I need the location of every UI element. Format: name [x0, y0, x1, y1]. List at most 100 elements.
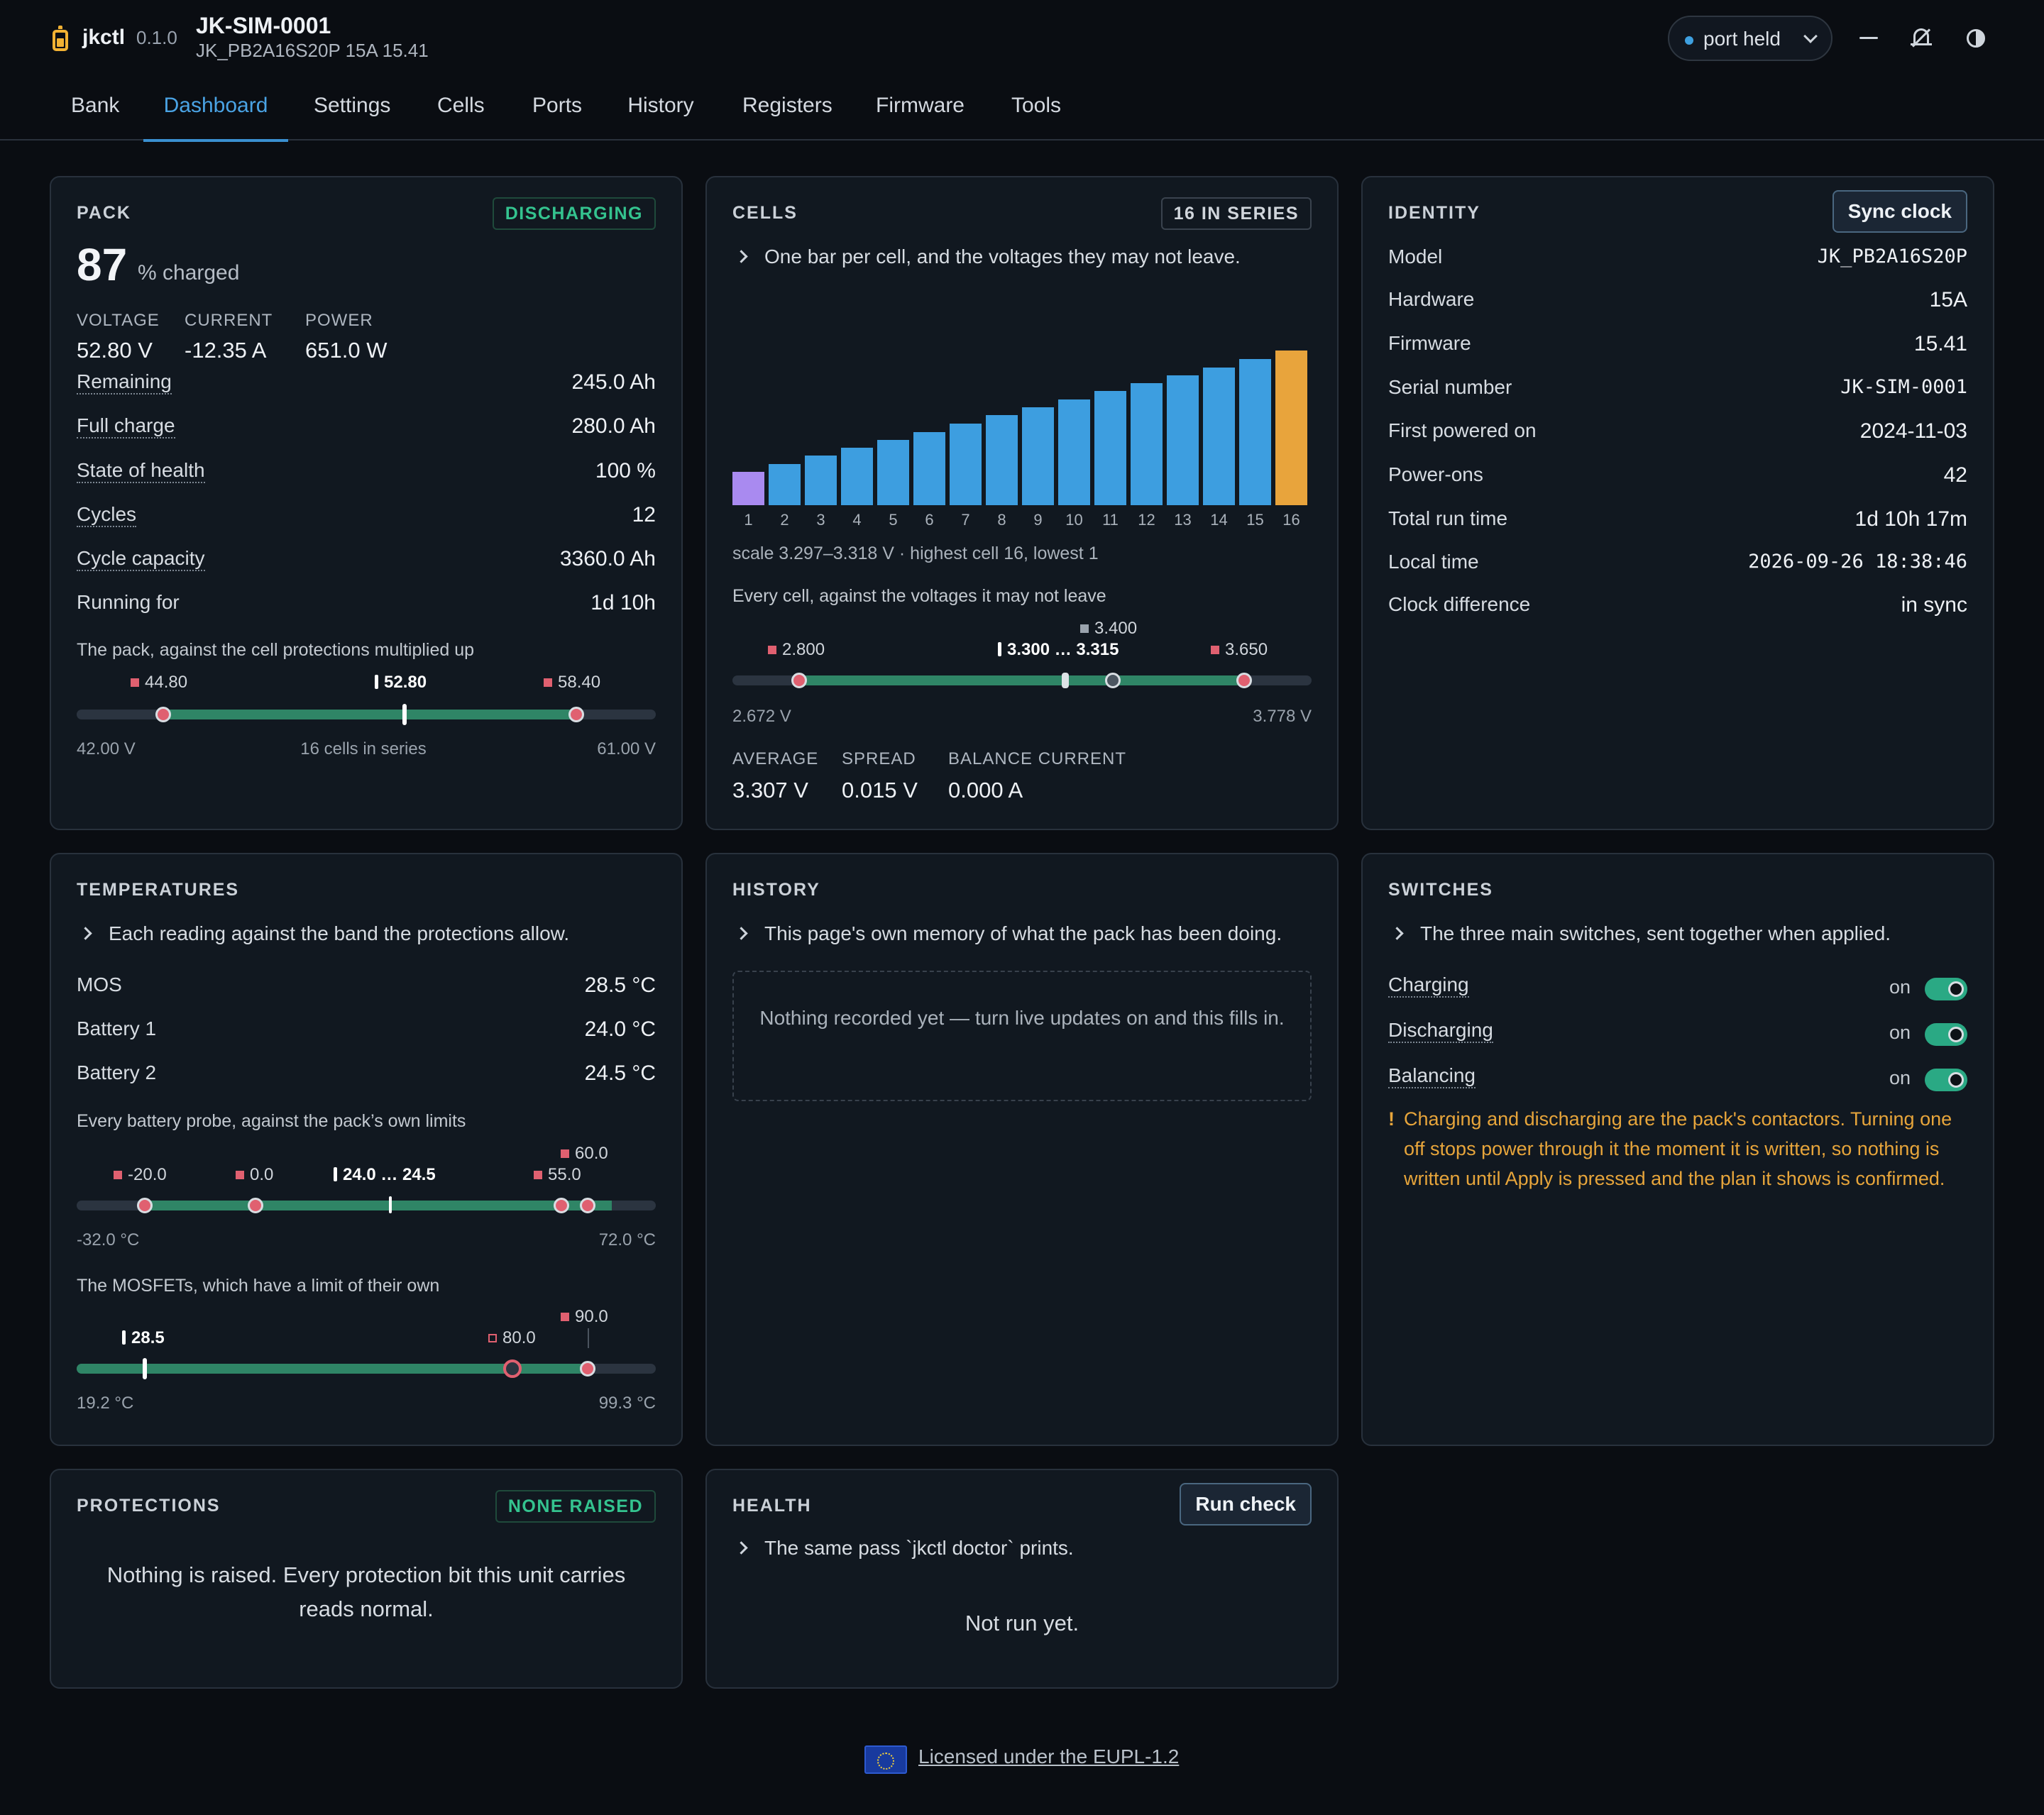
cell-bar	[986, 415, 1018, 505]
pack-card: PACK DISCHARGING 87 % charged VOLTAGE 52…	[50, 176, 683, 830]
pack-row-remaining: Remaining 245.0 Ah	[77, 370, 656, 399]
battery-gauge-high2-marker: 60.0	[561, 1144, 608, 1164]
identity-row-label: Model	[1388, 246, 1443, 267]
sync-clock-button[interactable]: Sync clock	[1832, 190, 1967, 233]
license-link[interactable]: Licensed under the EUPL-1.2	[918, 1745, 1180, 1767]
temp-row-label: MOS	[77, 973, 122, 995]
identity-row-label: Clock difference	[1388, 593, 1531, 615]
history-card: HISTORY This page's own memory of what t…	[705, 853, 1339, 1446]
cell-bar-label: 16	[1282, 511, 1300, 529]
battery-gauge-low-marker: -20.0	[114, 1165, 167, 1185]
temp-row-label: Battery 2	[77, 1061, 157, 1083]
battery-gauge-band	[145, 1201, 612, 1210]
protections-card: PROTECTIONS NONE RAISED Nothing is raise…	[50, 1469, 683, 1689]
cells-average-value: 3.307 V	[732, 778, 808, 802]
tab-history[interactable]: History	[627, 94, 694, 117]
switch-label[interactable]: Discharging	[1388, 1019, 1493, 1043]
switch-row-balancing: Balancing on	[1388, 1064, 1967, 1096]
identity-row-power-ons: Power-ons 42	[1388, 463, 1967, 492]
switch-label[interactable]: Charging	[1388, 973, 1469, 998]
cell-bar-label: 2	[780, 511, 789, 529]
cells-spread-value: 0.015 V	[842, 778, 918, 802]
temperatures-description[interactable]: Each reading against the band the protec…	[77, 922, 569, 945]
pack-row-label[interactable]: Cycles	[77, 503, 137, 527]
cell-bar	[805, 456, 837, 505]
cell-bar-label: 10	[1065, 511, 1083, 529]
switch-state: on	[1889, 1067, 1911, 1088]
pack-gauge-high-marker: 58.40	[544, 673, 600, 693]
history-title: HISTORY	[732, 880, 820, 900]
pack-row-cycles: Cycles 12	[77, 503, 656, 531]
pack-gauge-center: 16 cells in series	[300, 739, 427, 758]
protections-message: Nothing is raised. Every protection bit …	[106, 1562, 626, 1621]
balancing-toggle[interactable]	[1925, 1069, 1967, 1091]
charging-toggle[interactable]	[1925, 978, 1967, 1000]
switches-description[interactable]: The three main switches, sent together w…	[1388, 922, 1891, 945]
port-status-dot	[1685, 36, 1693, 45]
discharging-toggle[interactable]	[1925, 1023, 1967, 1046]
cells-description[interactable]: One bar per cell, and the voltages they …	[732, 246, 1241, 268]
warning-icon: !	[1388, 1108, 1395, 1130]
cell-bar	[841, 448, 873, 505]
tab-cells[interactable]: Cells	[437, 94, 485, 117]
cells-gauge-mid-marker: 3.400	[1080, 619, 1137, 639]
pack-row-label[interactable]: Full charge	[77, 414, 175, 438]
app-header: jkctl 0.1.0 JK-SIM-0001 JK_PB2A16S20P 15…	[0, 0, 2044, 142]
temp-row-battery-2: Battery 2 24.5 °C	[77, 1061, 656, 1090]
temp-row-value: 28.5 °C	[584, 973, 656, 997]
pack-title: PACK	[77, 203, 131, 223]
tab-tools[interactable]: Tools	[1011, 94, 1062, 117]
tab-firmware[interactable]: Firmware	[876, 94, 965, 117]
theme-toggle-button[interactable]	[1959, 21, 1993, 55]
cell-bar	[1131, 383, 1163, 505]
tab-registers[interactable]: Registers	[742, 94, 833, 117]
protections-title: PROTECTIONS	[77, 1496, 221, 1516]
identity-row-value: 15.41	[1913, 332, 1967, 355]
health-card: HEALTH Run check The same pass `jkctl do…	[705, 1469, 1339, 1689]
pack-row-full-charge: Full charge 280.0 Ah	[77, 414, 656, 443]
pack-row-label[interactable]: Cycle capacity	[77, 547, 205, 571]
contrast-icon	[1967, 29, 1985, 48]
pack-row-label[interactable]: State of health	[77, 459, 205, 483]
cells-gauge-needle	[1062, 673, 1069, 688]
pack-gauge-value-marker: 52.80	[375, 673, 427, 693]
warning-text: Charging and discharging are the pack's …	[1404, 1108, 1952, 1189]
power-label: POWER	[305, 311, 373, 330]
switches-title: SWITCHES	[1388, 880, 1493, 900]
switch-label[interactable]: Balancing	[1388, 1064, 1476, 1088]
identity-row-first-powered: First powered on 2024-11-03	[1388, 419, 1967, 448]
tab-bank[interactable]: Bank	[71, 94, 120, 117]
switch-row-charging: Charging on	[1388, 973, 1967, 1005]
pack-gauge-needle	[402, 704, 407, 725]
switch-row-discharging: Discharging on	[1388, 1019, 1967, 1050]
switches-warning: ! Charging and discharging are the pack'…	[1388, 1104, 1967, 1232]
notifications-button[interactable]	[1905, 21, 1939, 55]
battery-gauge-caption: Every battery probe, against the pack’s …	[77, 1111, 466, 1131]
identity-row-clock-difference: Clock difference in sync	[1388, 593, 1967, 622]
identity-row-label: Local time	[1388, 551, 1479, 573]
tab-settings[interactable]: Settings	[314, 94, 391, 117]
tab-ports[interactable]: Ports	[532, 94, 583, 117]
minimize-button[interactable]	[1851, 21, 1885, 55]
identity-row-label: Hardware	[1388, 288, 1475, 310]
switch-state: on	[1889, 976, 1911, 998]
pack-row-label[interactable]: Remaining	[77, 370, 172, 395]
cell-bar-label: 14	[1210, 511, 1228, 529]
temperatures-card: TEMPERATURES Each reading against the ba…	[50, 853, 683, 1446]
temp-row-battery-1: Battery 1 24.0 °C	[77, 1017, 656, 1046]
run-check-button[interactable]: Run check	[1180, 1483, 1312, 1526]
port-select[interactable]: port held	[1668, 16, 1833, 61]
cells-gauge-low-marker: 2.800	[768, 640, 825, 660]
cell-bar	[1239, 359, 1271, 505]
cell-bar	[1167, 375, 1199, 505]
history-description[interactable]: This page's own memory of what the pack …	[732, 922, 1282, 945]
battery-gauge-needle	[389, 1196, 392, 1213]
mos-gauge-high-tick	[588, 1328, 589, 1348]
identity-row-hardware: Hardware 15A	[1388, 288, 1967, 316]
identity-row-value: JK_PB2A16S20P	[1817, 246, 1967, 267]
tab-dashboard[interactable]: Dashboard	[143, 91, 288, 142]
cells-balance-value: 0.000 A	[948, 778, 1023, 802]
health-description[interactable]: The same pass `jkctl doctor` prints.	[732, 1537, 1074, 1560]
app-name: jkctl	[82, 26, 126, 49]
cell-bar	[769, 464, 801, 505]
